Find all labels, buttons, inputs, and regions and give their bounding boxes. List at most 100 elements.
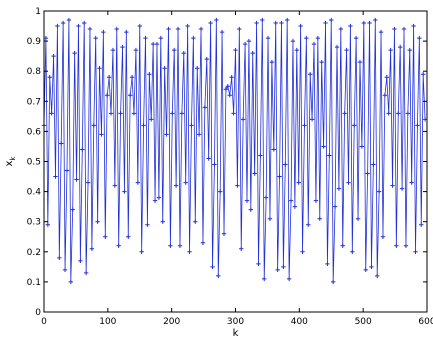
data-point-marker xyxy=(114,26,119,32)
data-point-marker xyxy=(126,234,131,239)
data-point-marker xyxy=(175,26,181,32)
data-point-marker xyxy=(168,243,173,248)
data-point-marker xyxy=(273,20,278,26)
data-point-marker xyxy=(394,243,399,248)
data-point-marker xyxy=(99,132,104,137)
data-point-marker xyxy=(127,93,133,98)
data-point-marker xyxy=(355,216,361,221)
data-point-marker xyxy=(59,141,64,146)
data-point-marker xyxy=(181,50,186,56)
data-point-marker xyxy=(149,117,154,122)
data-point-marker xyxy=(348,23,353,29)
data-point-marker xyxy=(300,249,305,254)
y-tick-label: 0.6 xyxy=(27,127,42,137)
data-point-marker xyxy=(135,180,141,185)
data-point-marker xyxy=(363,267,368,273)
data-point-marker xyxy=(116,243,121,248)
data-point-marker xyxy=(49,111,54,116)
data-point-marker xyxy=(409,180,414,185)
data-point-marker xyxy=(292,204,298,209)
data-point-marker xyxy=(294,47,299,53)
data-point-marker xyxy=(122,189,127,194)
data-point-marker xyxy=(233,47,238,53)
data-point-marker xyxy=(76,23,81,29)
data-point-marker xyxy=(378,29,384,35)
data-point-marker xyxy=(396,111,401,116)
data-point-marker xyxy=(156,195,162,200)
data-point-marker xyxy=(420,72,426,77)
series-line xyxy=(43,20,426,282)
data-point-marker xyxy=(417,35,422,41)
data-point-marker xyxy=(219,29,225,35)
data-point-marker xyxy=(166,26,171,32)
data-point-marker xyxy=(68,279,74,285)
data-point-marker xyxy=(306,222,311,227)
y-tick-label: 0.7 xyxy=(27,97,41,107)
data-point-marker xyxy=(93,35,98,41)
data-point-marker xyxy=(235,183,240,188)
data-point-marker xyxy=(329,17,334,23)
data-point-marker xyxy=(212,162,217,167)
data-point-marker xyxy=(137,23,142,29)
data-point-marker xyxy=(95,219,100,224)
data-point-marker xyxy=(74,177,79,182)
data-point-marker xyxy=(365,171,370,176)
data-point-marker xyxy=(108,111,114,116)
data-point-marker xyxy=(104,93,110,98)
data-point-marker xyxy=(66,17,72,23)
data-point-marker xyxy=(185,23,190,29)
data-point-marker xyxy=(399,186,405,191)
data-point-marker xyxy=(189,123,194,128)
data-point-marker xyxy=(307,72,313,77)
data-point-marker xyxy=(271,147,276,152)
data-point-marker xyxy=(338,26,344,32)
data-point-marker xyxy=(202,105,208,110)
data-point-marker xyxy=(239,246,244,251)
data-point-marker xyxy=(267,216,273,221)
data-point-marker xyxy=(80,147,85,152)
data-point-marker xyxy=(244,198,250,203)
data-point-marker xyxy=(260,17,265,23)
data-point-marker xyxy=(64,168,70,173)
data-point-marker xyxy=(346,180,351,185)
data-point-marker xyxy=(237,26,242,32)
data-point-marker xyxy=(101,29,106,35)
data-point-marker xyxy=(160,219,165,224)
data-point-marker xyxy=(336,186,342,191)
data-point-marker xyxy=(47,75,52,80)
data-point-marker xyxy=(78,258,83,264)
data-point-marker xyxy=(225,84,231,89)
y-tick-label: 0.1 xyxy=(27,278,41,288)
data-point-marker xyxy=(397,44,403,50)
data-point-marker xyxy=(173,183,179,188)
data-point-marker xyxy=(275,267,280,273)
data-point-marker xyxy=(124,29,129,35)
data-point-marker xyxy=(196,132,202,137)
data-point-marker xyxy=(240,117,246,122)
data-point-marker xyxy=(327,153,332,158)
data-point-marker xyxy=(342,111,347,116)
data-point-marker xyxy=(183,180,188,185)
data-point-marker xyxy=(216,273,221,279)
x-axis-label: k xyxy=(233,328,239,339)
data-point-marker xyxy=(344,47,349,53)
data-point-marker xyxy=(392,26,397,32)
data-point-marker xyxy=(193,219,198,224)
data-point-marker xyxy=(382,93,388,98)
data-point-marker xyxy=(206,156,211,161)
data-point-marker xyxy=(103,234,108,239)
data-point-marker xyxy=(106,75,112,80)
data-point-marker xyxy=(309,117,315,122)
x-tick-label: 500 xyxy=(355,317,372,327)
data-point-marker xyxy=(258,153,263,158)
data-point-marker xyxy=(403,243,409,248)
data-point-marker xyxy=(311,41,317,47)
data-point-marker xyxy=(120,44,125,50)
y-tick-label: 0 xyxy=(35,308,41,318)
data-point-marker xyxy=(72,50,77,56)
data-point-marker xyxy=(279,20,284,26)
ticks-layer: 0 100 200 300 400 500 600 0 0.1 0.2 0.3 0.4 0.5 0.6 0.… xyxy=(27,7,433,327)
data-point-marker xyxy=(252,171,257,176)
data-point-marker xyxy=(413,249,418,254)
y-tick-label: 0.9 xyxy=(27,37,42,47)
